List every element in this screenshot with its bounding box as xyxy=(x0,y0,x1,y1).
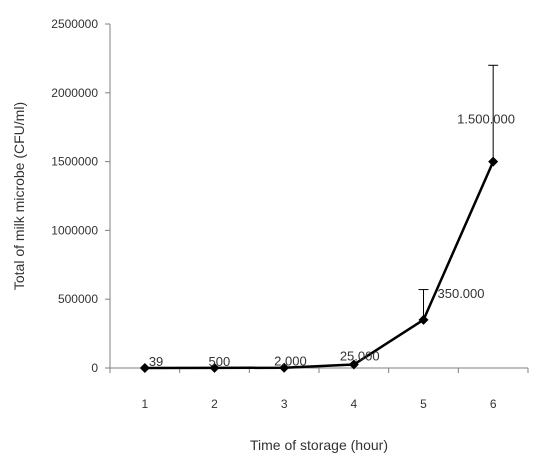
data-point-marker xyxy=(279,362,290,373)
y-tick-label: 1500000 xyxy=(51,155,98,169)
error-bars xyxy=(418,64,499,320)
y-axis-title: Total of milk microbe (CFU/ml) xyxy=(11,102,27,290)
series-polyline xyxy=(144,161,495,370)
data-label: 1.500.000 xyxy=(457,112,515,127)
data-label: 350.000 xyxy=(438,286,485,301)
data-label: 39 xyxy=(149,354,163,369)
y-tick-label: 500000 xyxy=(58,292,98,306)
data-label: 25.000 xyxy=(340,349,380,364)
x-axis-ticks: 1 2 3 4 5 6 xyxy=(109,368,529,411)
y-tick-label: 1000000 xyxy=(51,223,98,237)
series-line xyxy=(144,161,495,370)
data-point-marker xyxy=(209,362,220,373)
data-label: 2.000 xyxy=(274,354,307,369)
data-point-marker xyxy=(348,359,359,370)
x-tick-label: 5 xyxy=(420,397,427,411)
x-tick-label: 3 xyxy=(281,397,288,411)
data-point-marker xyxy=(139,362,150,373)
x-axis-title: Time of storage (hour) xyxy=(250,437,388,453)
x-tick-label: 4 xyxy=(350,397,357,411)
data-points xyxy=(139,156,499,373)
data-point-marker xyxy=(418,314,429,325)
y-tick-label: 0 xyxy=(91,361,98,375)
axes xyxy=(109,24,528,369)
data-label: 500 xyxy=(209,354,231,369)
y-axis-ticks: 0 500000 1000000 1500000 2000000 2500000 xyxy=(51,17,110,375)
y-tick-label: 2000000 xyxy=(51,86,98,100)
x-tick-label: 1 xyxy=(141,397,148,411)
y-tick-label: 2500000 xyxy=(51,17,98,31)
data-point-marker xyxy=(488,156,499,167)
data-labels: 39 500 2.000 25.000 350.000 1.500.000 xyxy=(149,112,515,369)
x-tick-label: 2 xyxy=(211,397,218,411)
x-tick-label: 6 xyxy=(490,397,497,411)
